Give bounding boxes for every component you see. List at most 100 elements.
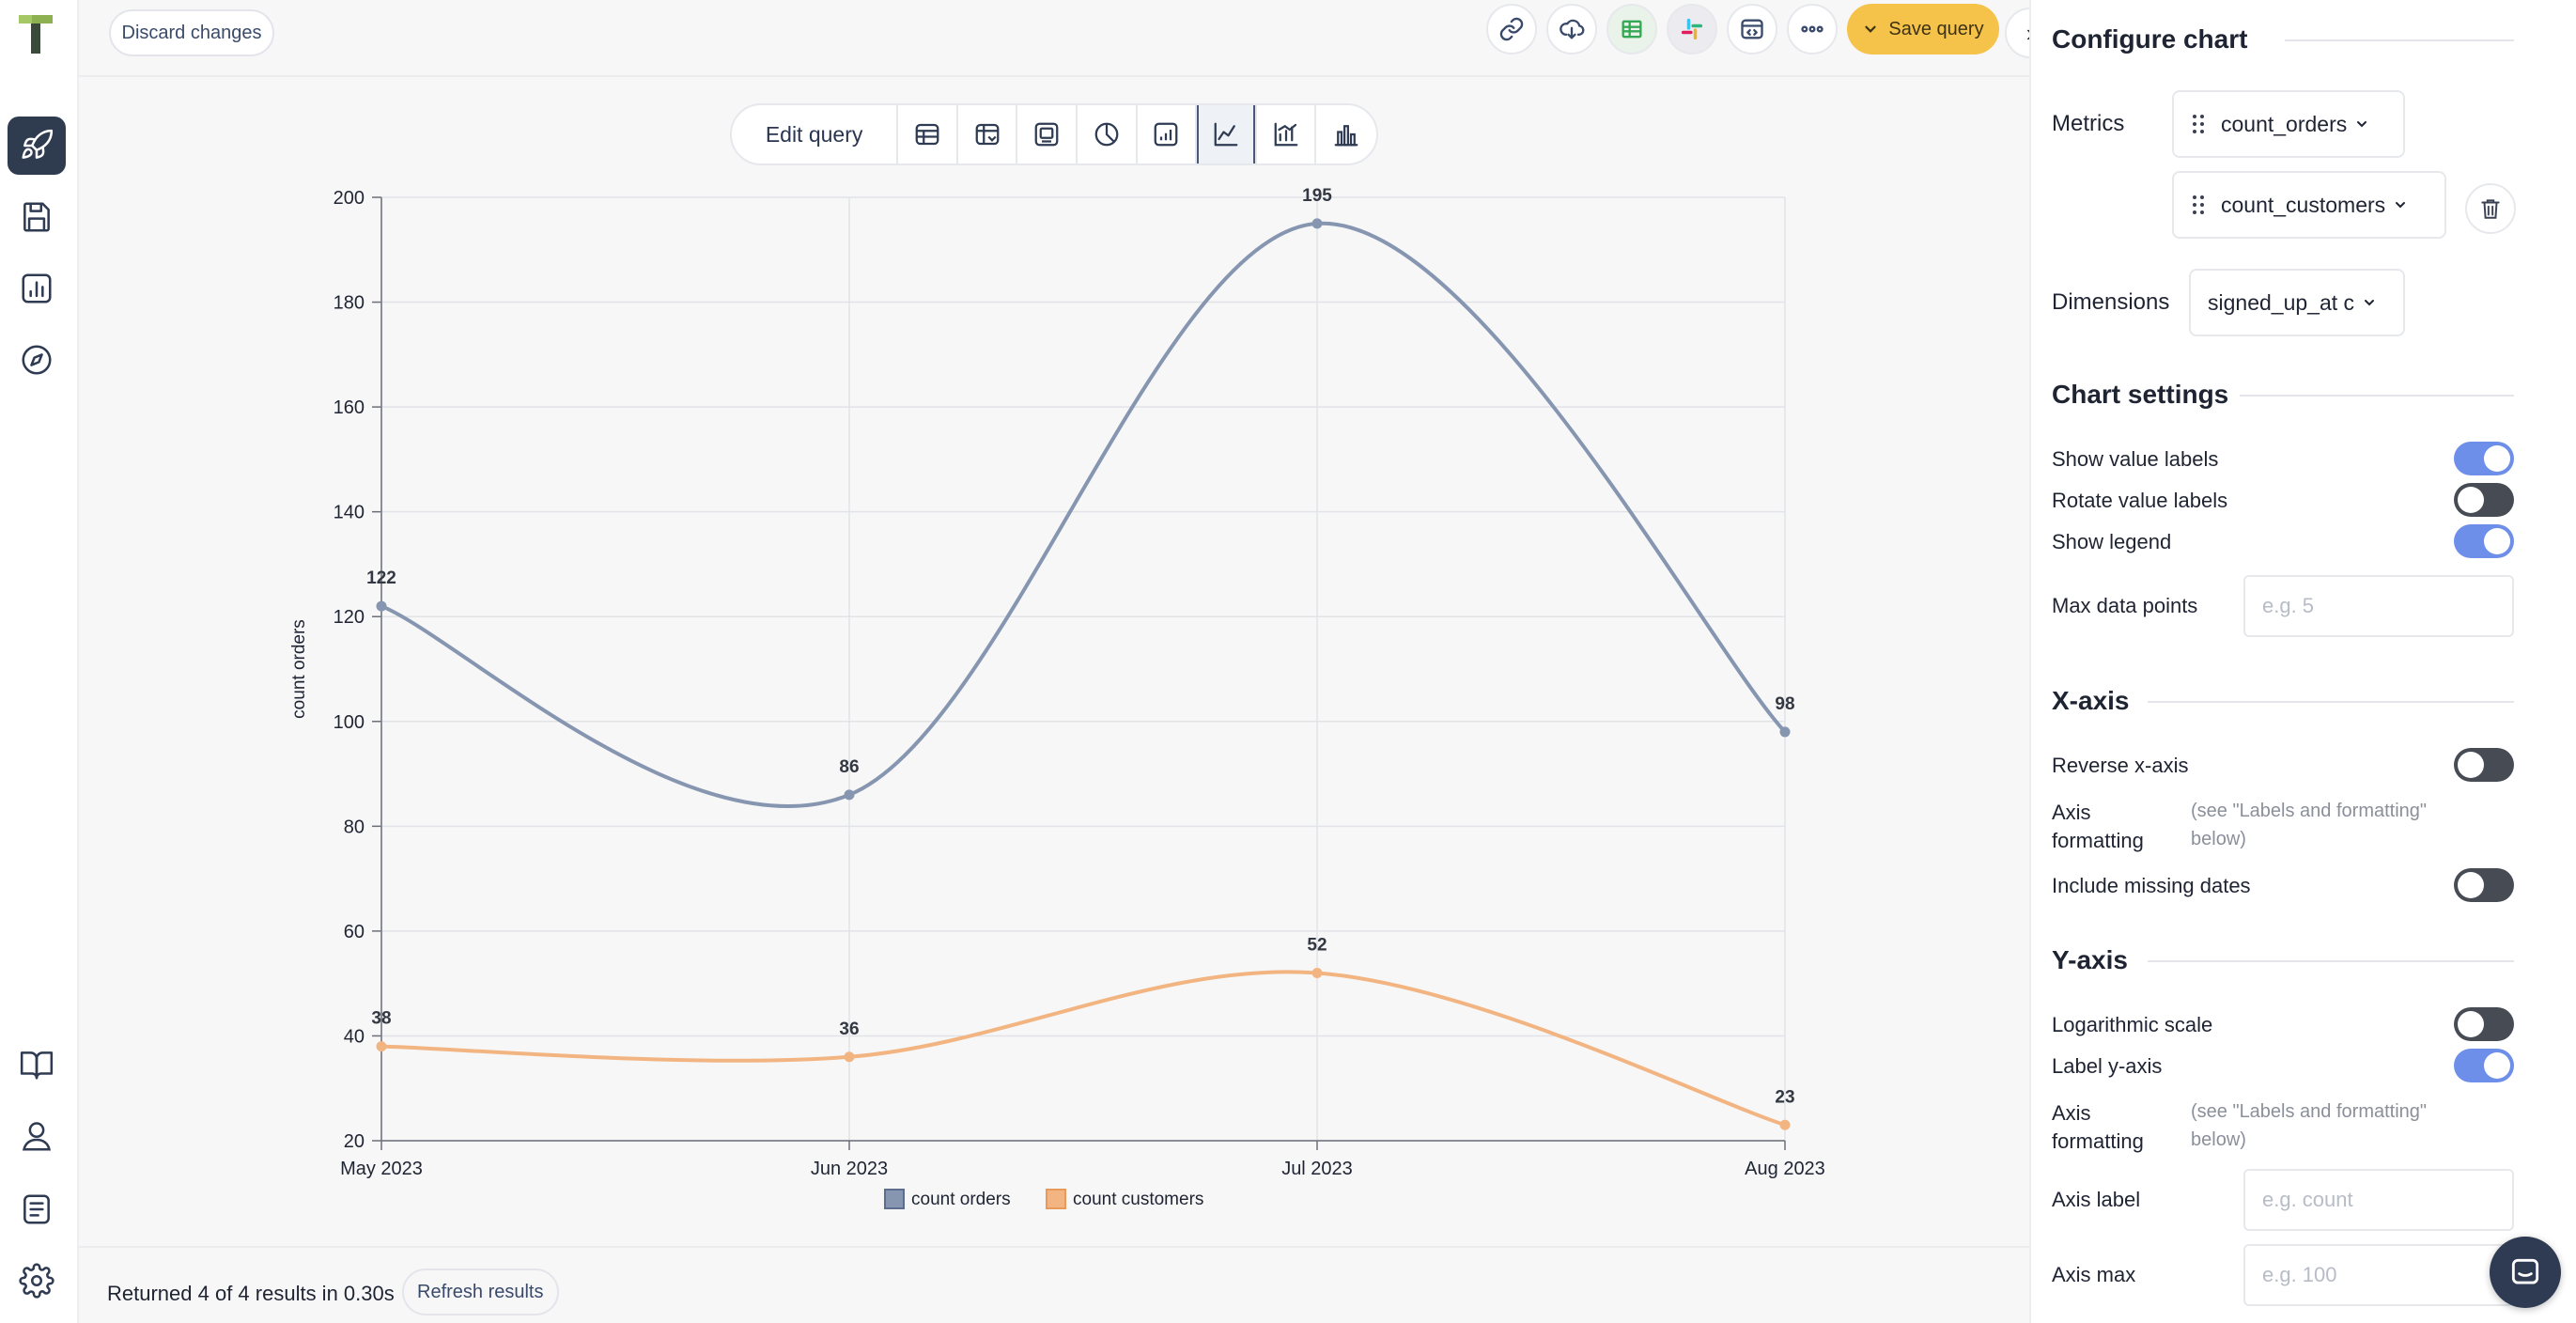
sidebar-item-notes[interactable] [8,1180,66,1238]
chart-settings-title: Chart settings [2052,380,2229,409]
axis-label-input[interactable] [2243,1169,2514,1231]
reverse-xaxis-toggle[interactable] [2454,748,2514,782]
dashboard-icon [22,273,52,304]
discard-changes-button[interactable]: Discard changes [109,9,274,56]
slack-button[interactable] [1667,4,1717,54]
sidebar-item-explore[interactable] [8,331,66,389]
legend-swatch [884,1189,905,1209]
bar-chart-icon [1334,125,1358,147]
max-data-points-input[interactable] [2243,575,2514,637]
metric-select-2[interactable]: count_customers [2172,171,2446,239]
legend-label: count customers [1073,1190,1203,1209]
xaxis-title: X-axis [2052,686,2130,715]
show-value-labels-toggle[interactable] [2454,442,2514,475]
results-bar: Returned 4 of 4 results in 0.30s Refresh… [79,1246,2029,1323]
configure-chart-title: Configure chart [2052,24,2248,54]
y-tick-label: 40 [344,1026,365,1047]
show-legend-toggle[interactable] [2454,524,2514,558]
include-missing-dates-toggle[interactable] [2454,868,2514,902]
yaxis-title: Y-axis [2052,945,2128,974]
viz-pivot-button[interactable] [958,105,1018,163]
x-tick-label: Jul 2023 [1281,1159,1353,1179]
metric-2-value: count_customers [2221,192,2386,217]
viz-bar-line-button[interactable] [1138,105,1198,163]
viz-number-button[interactable] [1017,105,1079,163]
x-tick-label: Jun 2023 [811,1159,888,1179]
trash-icon [2481,199,2500,219]
viz-scatter-button[interactable] [1257,105,1317,163]
data-label: 86 [839,757,859,777]
log-scale-toggle[interactable] [2454,1007,2514,1041]
axis-max-input[interactable] [2243,1244,2514,1306]
max-data-points-label: Max data points [2052,594,2198,617]
table-icon [915,123,939,146]
sidebar-item-dashboards[interactable] [8,259,66,318]
cloud-upload-icon [1560,19,1585,39]
docs-icon [20,1051,54,1080]
viz-line-button[interactable] [1197,105,1257,163]
embed-code-icon [1741,19,1763,39]
line-chart-icon [1214,122,1238,147]
sidebar-item-saved[interactable] [8,188,66,246]
y-tick-label: 120 [334,607,365,628]
google-sheets-icon [1622,20,1642,39]
label-yaxis-label: Label y-axis [2052,1054,2163,1078]
section-divider [2240,395,2514,397]
rotate-value-labels-toggle[interactable] [2454,483,2514,517]
x-tick-label: Aug 2023 [1745,1159,1825,1179]
explore-icon [22,345,52,375]
log-scale-label: Logarithmic scale [2052,1013,2213,1036]
y-tick-label: 200 [334,188,365,209]
chat-icon [2511,1258,2539,1284]
chevron-down-icon [2396,202,2406,209]
viz-bar-button[interactable] [1316,105,1376,163]
chevron-down-icon [2357,121,2367,128]
results-summary: Returned 4 of 4 results in 0.30s [107,1282,395,1305]
axis-formatting-y-label: Axis formatting [2052,1101,2144,1153]
sidebar-item-account[interactable] [8,1107,66,1165]
drag-handle-icon[interactable] [2193,115,2204,133]
bar-line-icon [1155,122,1178,147]
pie-chart-icon [1094,122,1119,147]
chevron-down-icon [2365,300,2375,306]
sidebar-item-settings[interactable] [8,1252,66,1310]
save-query-button[interactable]: Save query [1847,4,1999,54]
y-tick-label: 60 [344,922,365,942]
more-options-button[interactable] [1787,4,1838,54]
axis-formatting-label: Axis formatting [2052,801,2144,852]
embed-button[interactable] [1727,4,1777,54]
sidebar-item-home[interactable] [8,117,66,175]
metric-select-1[interactable]: count_orders [2172,90,2405,158]
google-sheets-button[interactable] [1606,4,1657,54]
axis-formatting-hint: (see "Labels and formatting" below) [2191,801,2428,849]
data-label: 195 [1302,186,1332,206]
slack-icon [1681,18,1703,40]
export-button[interactable] [1546,4,1597,54]
link-icon [1499,17,1524,41]
data-label: 38 [371,1009,391,1029]
visualization-toolbar: Edit query [730,103,1378,165]
remove-metric-button[interactable] [2465,183,2516,234]
axis-label-label: Axis label [2052,1188,2141,1211]
refresh-results-button[interactable]: Refresh results [402,1269,559,1315]
label-yaxis-toggle[interactable] [2454,1049,2514,1082]
section-divider [2148,701,2514,703]
show-legend-label: Show legend [2052,530,2172,553]
support-chat-button[interactable] [2490,1237,2561,1308]
x-tick-label: May 2023 [340,1159,423,1179]
dimension-select[interactable]: signed_up_at c [2189,269,2405,336]
y-tick-label: 180 [334,293,365,314]
sidebar-item-docs[interactable] [8,1035,66,1094]
copy-link-button[interactable] [1486,4,1537,54]
data-point [1311,218,1323,229]
include-missing-dates-label: Include missing dates [2052,874,2251,897]
drag-handle-icon[interactable] [2193,195,2204,214]
viz-table-button[interactable] [898,105,958,163]
save-icon [23,202,50,232]
viz-pie-button[interactable] [1078,105,1138,163]
edit-query-button[interactable]: Edit query [732,105,899,163]
data-point [844,789,855,801]
dimension-1-value: signed_up_at c [2208,289,2355,315]
section-divider [2285,39,2514,41]
app-logo[interactable] [17,11,54,56]
